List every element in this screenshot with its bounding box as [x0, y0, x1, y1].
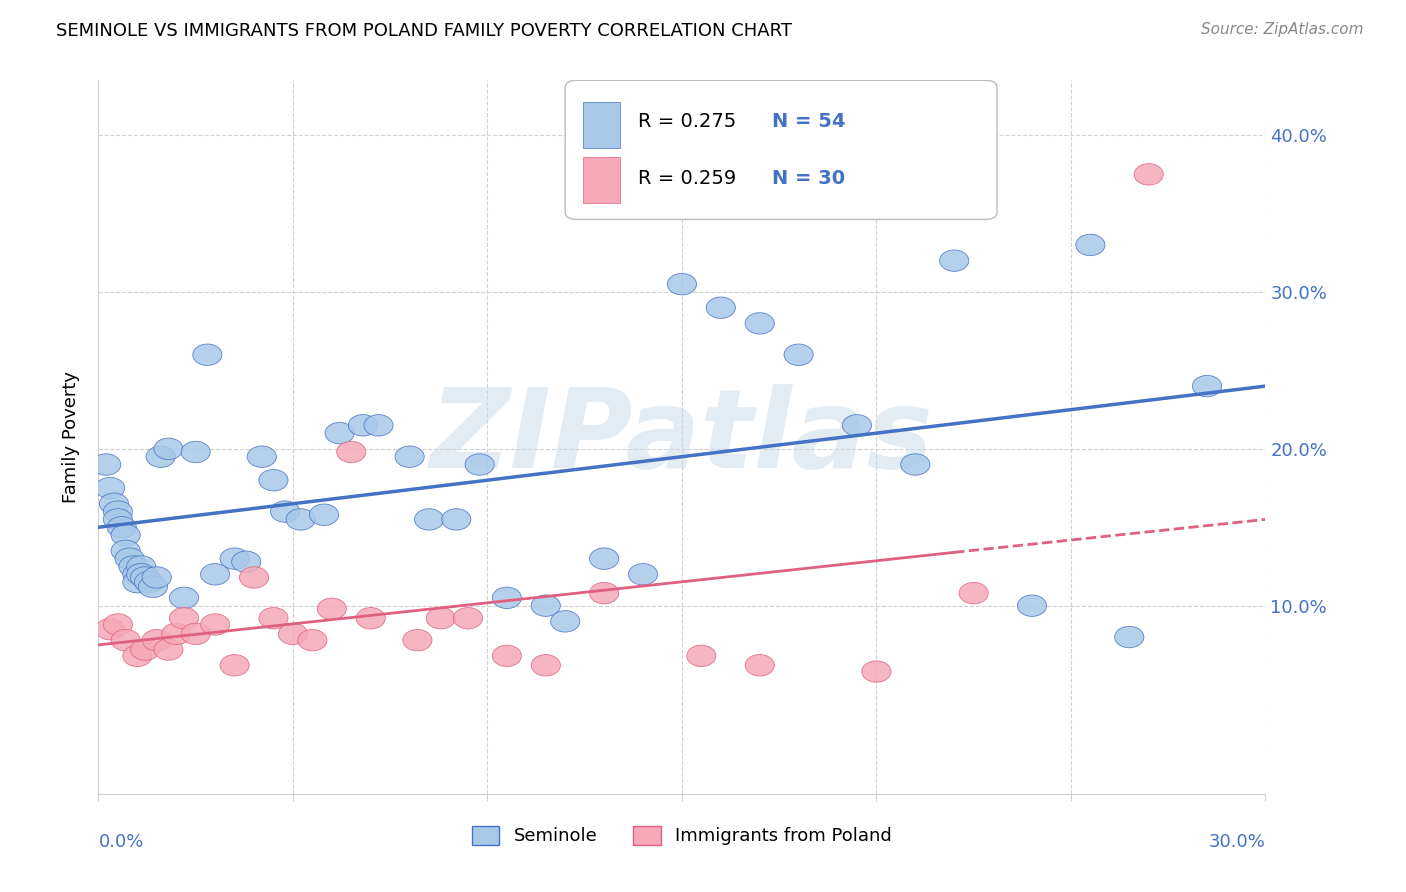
Text: 30.0%: 30.0% [1209, 833, 1265, 851]
Text: Source: ZipAtlas.com: Source: ZipAtlas.com [1201, 22, 1364, 37]
Text: N = 30: N = 30 [772, 169, 845, 187]
Text: R = 0.259: R = 0.259 [637, 169, 735, 187]
FancyBboxPatch shape [565, 80, 997, 219]
Text: R = 0.275: R = 0.275 [637, 112, 735, 131]
Text: N = 54: N = 54 [772, 112, 845, 131]
Legend: Seminole, Immigrants from Poland: Seminole, Immigrants from Poland [465, 819, 898, 853]
Y-axis label: Family Poverty: Family Poverty [62, 371, 80, 503]
Text: 0.0%: 0.0% [98, 833, 143, 851]
Text: ZIPatlas: ZIPatlas [430, 384, 934, 491]
Bar [582, 102, 620, 148]
Text: SEMINOLE VS IMMIGRANTS FROM POLAND FAMILY POVERTY CORRELATION CHART: SEMINOLE VS IMMIGRANTS FROM POLAND FAMIL… [56, 22, 792, 40]
Bar [582, 157, 620, 203]
